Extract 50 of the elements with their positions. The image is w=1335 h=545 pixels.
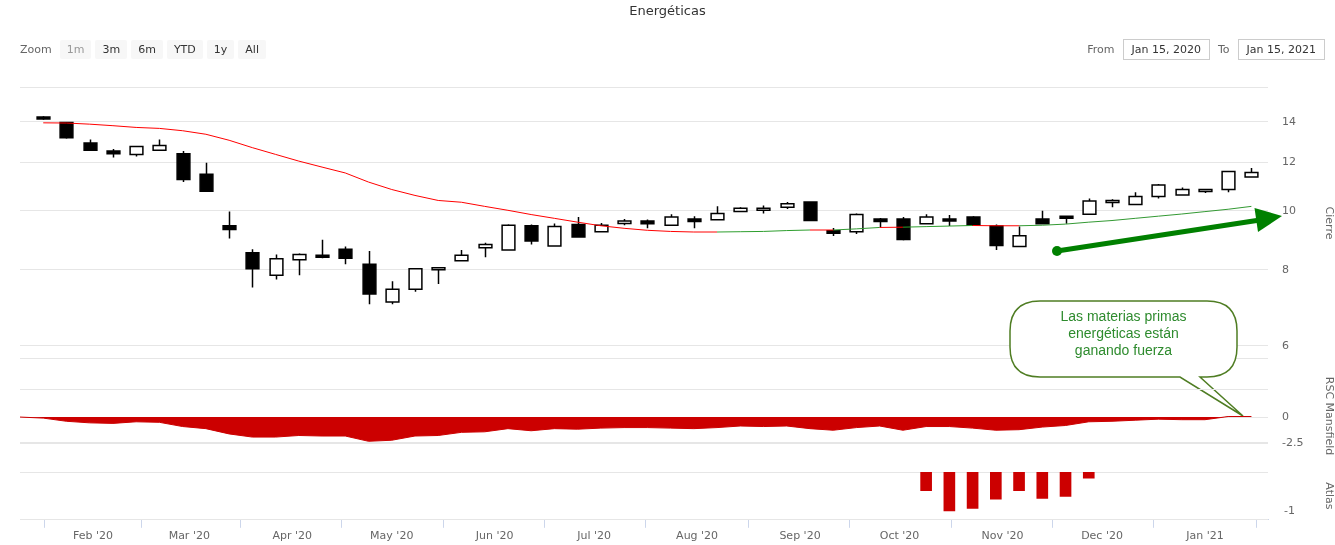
- candlestick: [524, 223, 539, 246]
- text: Jan 15, 2021: [1237, 39, 1325, 60]
- candlestick: [222, 210, 237, 240]
- y-tick-label: 14: [1282, 114, 1296, 128]
- x-tick-label: Jul '20: [576, 529, 612, 543]
- x-tick-label: Sep '20: [779, 529, 821, 543]
- x-tick-label: Apr '20: [272, 529, 312, 543]
- text: Zoom: [20, 43, 52, 56]
- y-tick-label: 10: [1282, 203, 1296, 217]
- candlestick: [571, 216, 586, 238]
- y-axis-title: Atlas: [1322, 482, 1335, 510]
- candlestick: [547, 222, 562, 247]
- text: Jan 15, 2020: [1122, 39, 1210, 60]
- candlestick: [1221, 170, 1236, 193]
- text: To: [1217, 43, 1230, 56]
- y-axis-title: Cierre: [1322, 206, 1335, 240]
- y-axis-title: RSC Mansfield: [1322, 376, 1335, 456]
- text: Energéticas: [628, 3, 707, 18]
- candlestick: [385, 280, 400, 306]
- candlestick: [1012, 225, 1027, 248]
- candlestick: [803, 201, 818, 222]
- annotation: Las materias primas energéticas están ganando fuerza: [1059, 308, 1188, 359]
- x-tick-label: Nov '20: [981, 529, 1024, 543]
- x-tick-label: Mar '20: [168, 529, 210, 543]
- candlestick: [989, 223, 1004, 251]
- text: 3m: [95, 40, 128, 59]
- candlestick: [292, 252, 307, 276]
- x-tick-label: May '20: [370, 529, 414, 543]
- y-tick-label: 8: [1282, 262, 1289, 276]
- text: 1y: [206, 40, 235, 59]
- candlestick: [269, 253, 284, 281]
- text: 1m: [59, 40, 92, 59]
- x-tick-label: Aug '20: [676, 529, 719, 543]
- y-tick-label: 12: [1282, 155, 1296, 169]
- x-tick-label: Feb '20: [73, 529, 114, 543]
- candlestick: [408, 268, 423, 293]
- x-tick-label: Jan '21: [1185, 529, 1224, 543]
- text: 6m: [131, 40, 163, 59]
- candlestick: [245, 248, 260, 289]
- x-tick-label: Jun '20: [474, 529, 514, 543]
- candlestick: [199, 161, 214, 192]
- text: From: [1087, 43, 1115, 56]
- y-tick-label: -2.5: [1282, 436, 1304, 450]
- text: -1: [1284, 504, 1295, 517]
- x-tick-label: Oct '20: [879, 529, 920, 543]
- text: YTD: [166, 40, 203, 59]
- text: All: [238, 40, 266, 59]
- y-tick-label: 0: [1282, 409, 1289, 423]
- x-tick-label: Dec '20: [1081, 529, 1123, 543]
- y-tick-label: 6: [1282, 338, 1289, 352]
